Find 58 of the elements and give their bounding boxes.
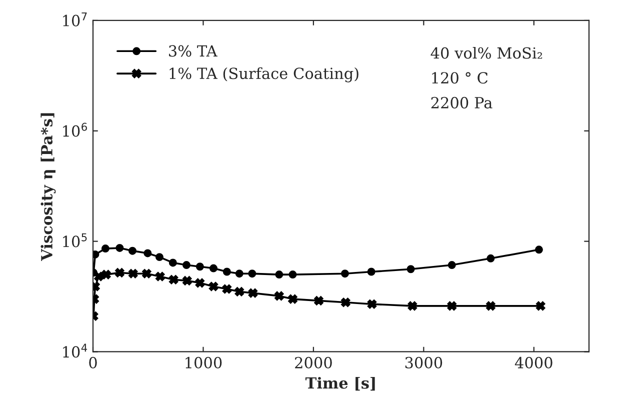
point — [101, 244, 110, 253]
x-tick-label: 0 — [89, 356, 97, 368]
point — [314, 296, 324, 306]
point — [274, 291, 284, 301]
annotation: 2200 Pa — [431, 96, 492, 108]
point — [288, 270, 297, 279]
y-axis-title: Viscosity η [Pa*s] — [40, 113, 56, 261]
annotation: 40 vol% MoSi₂ — [430, 46, 542, 59]
legend-label: 3% TA — [169, 45, 218, 57]
point — [248, 270, 256, 278]
point — [128, 268, 138, 278]
point — [195, 278, 205, 288]
point — [448, 261, 456, 270]
x-axis-title: Time [s] — [305, 376, 375, 391]
point — [94, 272, 104, 282]
y-tick-label: 10$^{7}$ — [63, 12, 87, 26]
point — [209, 264, 218, 272]
point — [406, 265, 415, 274]
y-tick-label: 10$^{5}$ — [63, 233, 87, 248]
point — [408, 301, 418, 311]
legend-label: 1% TA (Surface Coating) — [170, 67, 358, 82]
y-tick-label: 10$^{6}$ — [63, 122, 87, 137]
point — [222, 284, 232, 294]
point — [288, 294, 298, 304]
x-tick-label: 3000 — [405, 356, 442, 368]
y-tick-label: 10$^{4}$ — [63, 344, 88, 358]
point — [486, 254, 495, 262]
point — [486, 301, 496, 311]
point — [168, 258, 177, 267]
point — [340, 270, 349, 278]
point — [208, 282, 218, 292]
point — [144, 249, 152, 258]
x-tick-label: 2000 — [295, 356, 332, 368]
point — [155, 253, 164, 262]
point — [222, 268, 231, 276]
point — [182, 261, 190, 270]
point — [155, 272, 165, 282]
point — [101, 270, 111, 280]
point — [275, 270, 284, 279]
point — [114, 268, 124, 278]
point — [142, 268, 152, 278]
point — [536, 301, 546, 311]
point — [196, 262, 204, 271]
point — [367, 268, 376, 276]
point — [534, 246, 543, 254]
annotation: 120 ° C — [432, 72, 488, 84]
point — [128, 246, 136, 255]
point — [447, 301, 457, 311]
point — [234, 286, 244, 296]
point — [235, 270, 244, 278]
x-tick-label: 1000 — [186, 356, 222, 368]
point — [116, 244, 124, 252]
point — [168, 274, 178, 284]
point — [340, 298, 350, 308]
point — [248, 288, 258, 298]
x-tick-label: 4000 — [514, 356, 552, 368]
point — [182, 276, 192, 286]
point — [367, 299, 377, 309]
